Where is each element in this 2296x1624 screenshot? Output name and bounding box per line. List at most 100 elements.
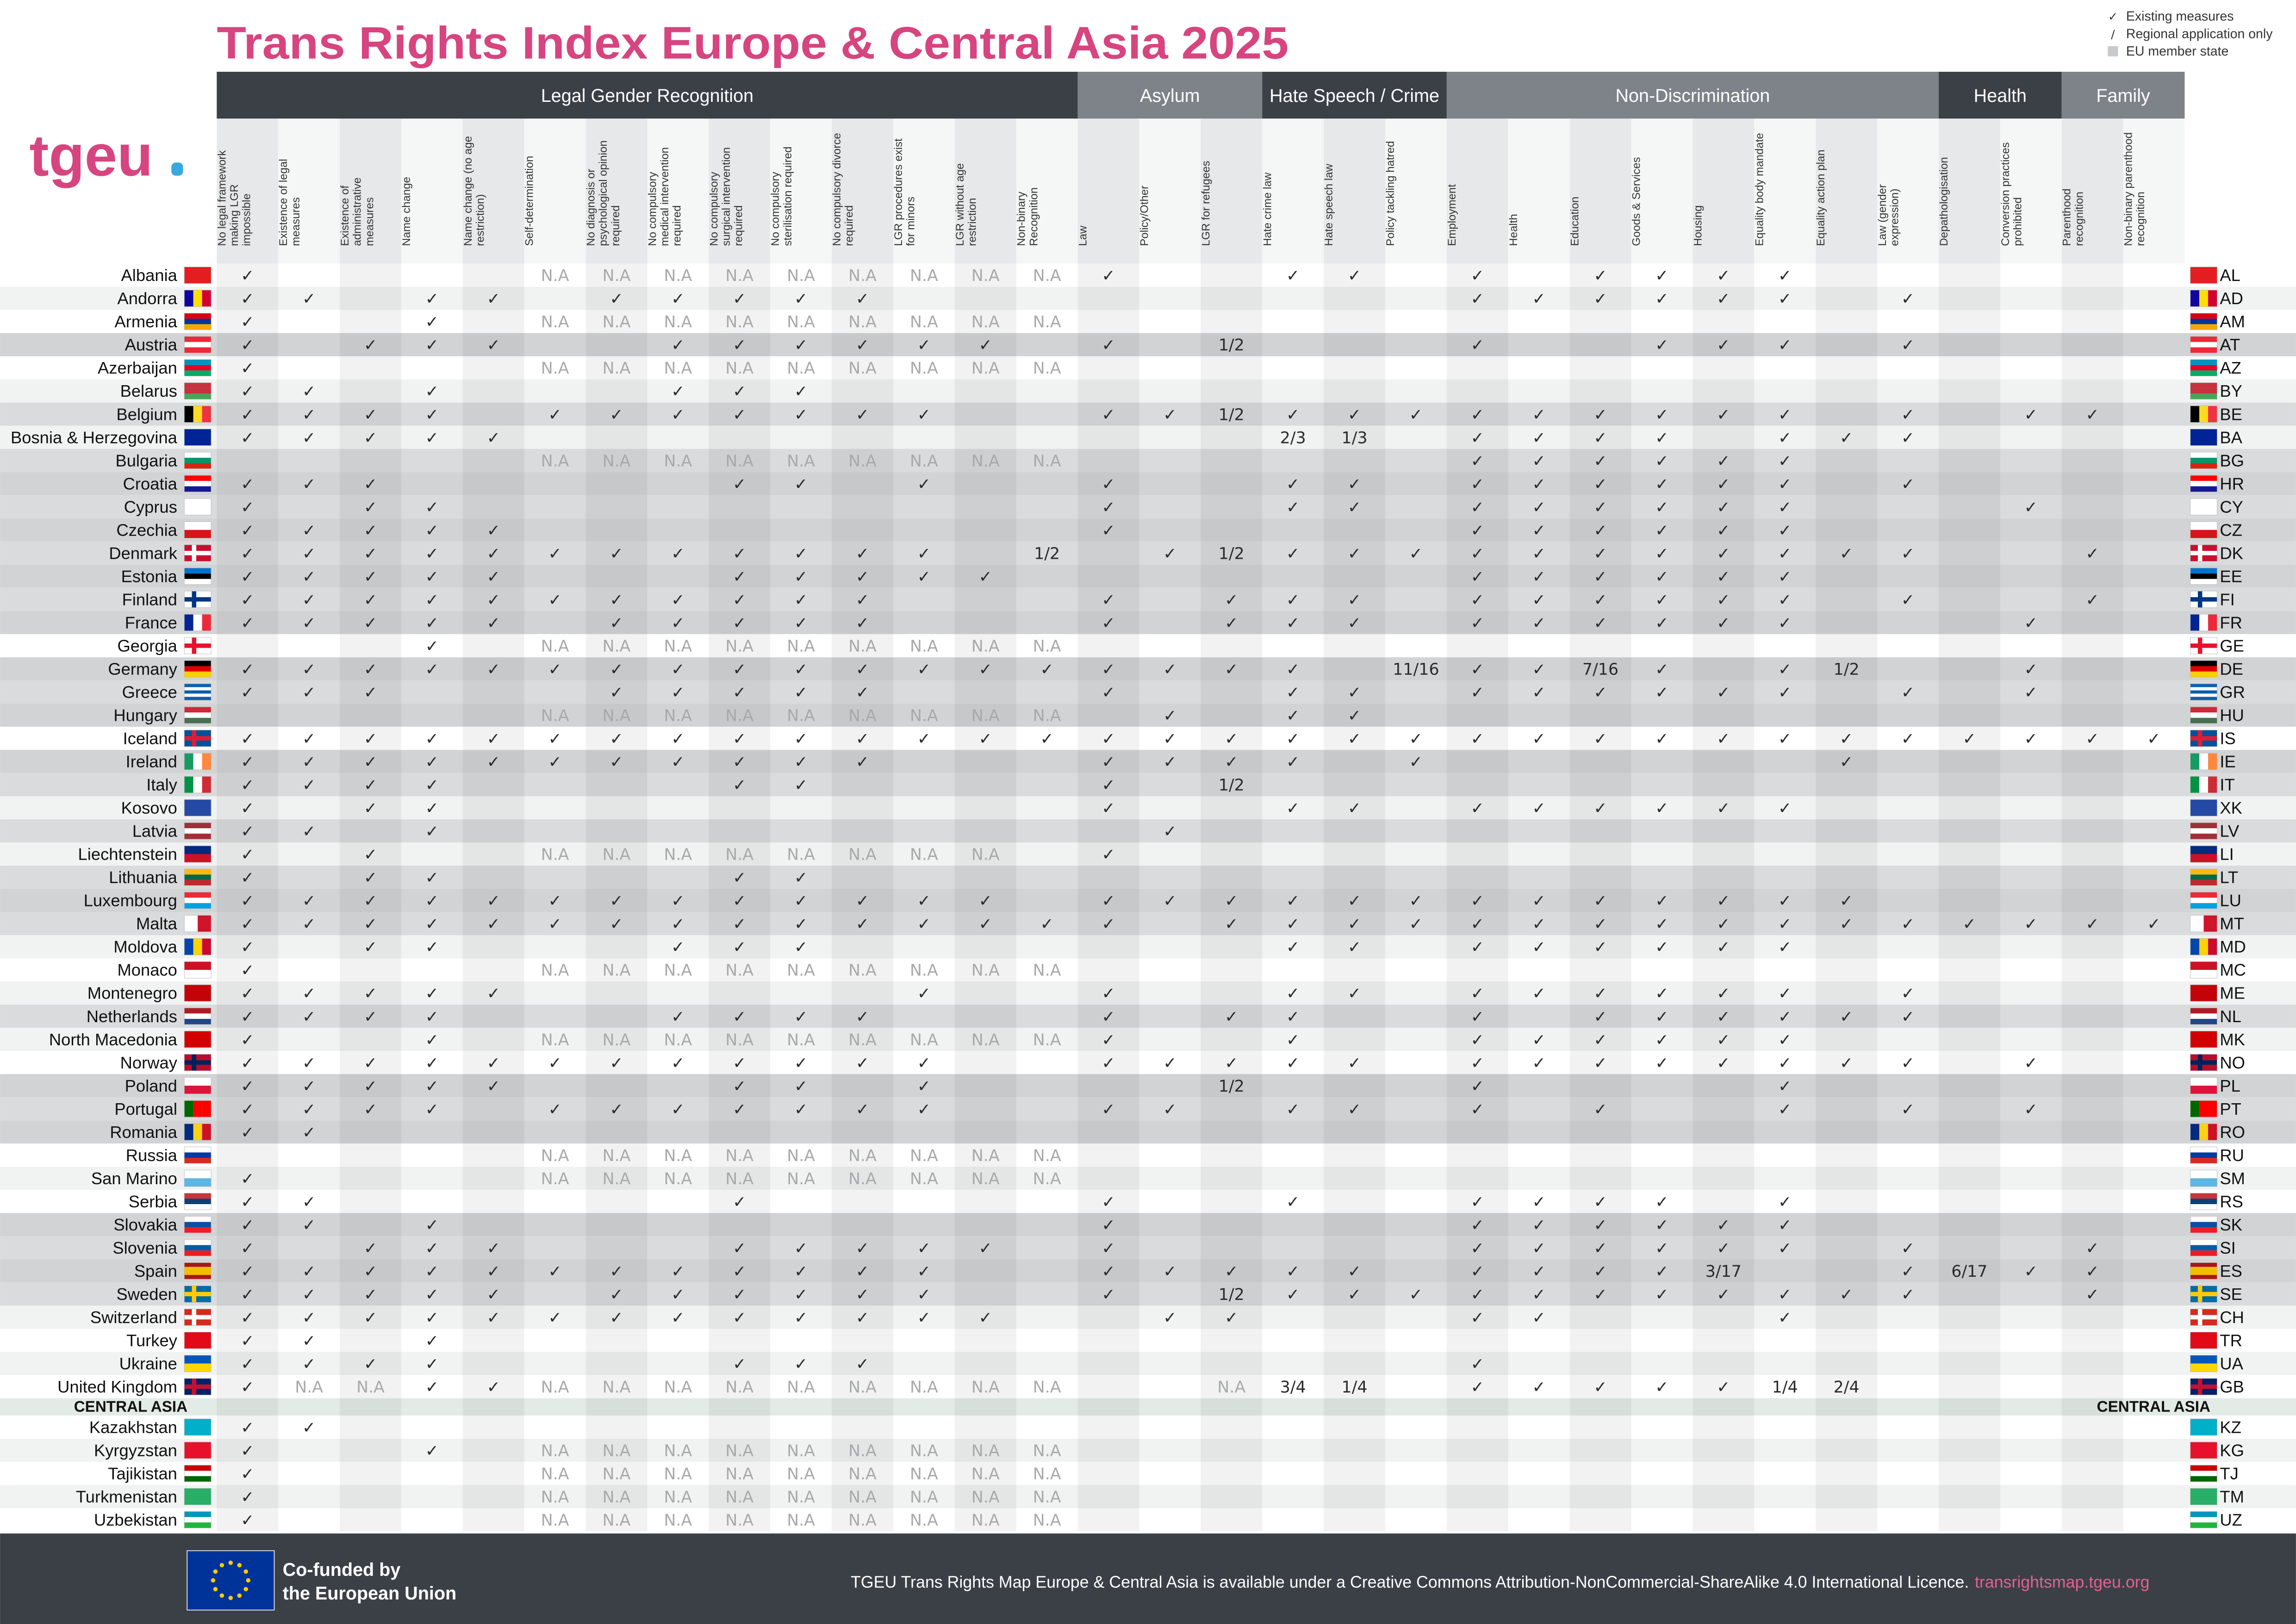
flag bbox=[184, 579, 211, 585]
cell-value: ✓ bbox=[302, 290, 316, 308]
country-code: XK bbox=[2220, 799, 2242, 818]
flag bbox=[184, 365, 211, 371]
flag bbox=[184, 1222, 211, 1228]
cell-value: 1/2 bbox=[1219, 1077, 1244, 1096]
cell-value: ✓ bbox=[610, 730, 623, 749]
cell-value: ✓ bbox=[1778, 1216, 1792, 1235]
cell-value: ✓ bbox=[1532, 475, 1546, 493]
cell-value: N.A bbox=[541, 1378, 569, 1397]
cell-value: ✓ bbox=[610, 1309, 623, 1327]
cell-value: ✓ bbox=[610, 614, 623, 632]
cell-value: ✓ bbox=[302, 753, 316, 772]
flag bbox=[2190, 712, 2217, 718]
cell-value: N.A bbox=[541, 962, 569, 980]
cell-value: ✓ bbox=[241, 382, 254, 401]
group-title: Hate Speech / Crime bbox=[1269, 86, 1439, 106]
flag bbox=[184, 1178, 211, 1187]
cell-value: N.A bbox=[1033, 962, 1061, 980]
column-label: Self-determination bbox=[524, 156, 536, 246]
column-header-background bbox=[217, 119, 279, 264]
row-background bbox=[0, 1415, 2296, 1439]
column-header-background bbox=[1201, 119, 1263, 264]
cell-value: ✓ bbox=[1778, 591, 1792, 609]
cell-value: ✓ bbox=[1532, 985, 1546, 1003]
cell-value: N.A bbox=[541, 637, 569, 656]
cell-value: ✓ bbox=[1348, 707, 1361, 725]
cell-value: ✓ bbox=[241, 869, 254, 887]
cell-value: N.A bbox=[848, 267, 877, 285]
cell-value: N.A bbox=[664, 1147, 692, 1165]
flag bbox=[2190, 1488, 2217, 1505]
cell-value: N.A bbox=[787, 1147, 815, 1165]
cell-value: ✓ bbox=[1286, 730, 1300, 749]
cell-value: ✓ bbox=[1655, 544, 1668, 563]
flag bbox=[2190, 800, 2217, 816]
cell-value: ✓ bbox=[241, 892, 254, 911]
row-background bbox=[0, 842, 2296, 866]
cell-value: ✓ bbox=[917, 1262, 931, 1281]
cell-value: ✓ bbox=[425, 521, 439, 540]
cell-value: ✓ bbox=[1778, 892, 1792, 911]
flag bbox=[2190, 1245, 2217, 1251]
flag bbox=[184, 1100, 193, 1117]
cell-value: ✓ bbox=[610, 1100, 623, 1119]
flag bbox=[2190, 290, 2200, 306]
column-header-background bbox=[1139, 119, 1201, 264]
row-background bbox=[0, 981, 2296, 1005]
cell-value: ✓ bbox=[425, 985, 439, 1003]
column-header: Goods & Services bbox=[1631, 157, 1643, 246]
cell-value: N.A bbox=[725, 267, 753, 285]
country-code: IS bbox=[2220, 729, 2235, 748]
cell-value: ✓ bbox=[1594, 267, 1607, 285]
flag bbox=[193, 1100, 202, 1117]
row-background bbox=[0, 889, 2296, 912]
flag bbox=[184, 597, 211, 602]
flag bbox=[184, 1332, 211, 1349]
cell-value: ✓ bbox=[302, 544, 316, 563]
cell-value: ✓ bbox=[302, 475, 316, 493]
group-header bbox=[1446, 72, 1939, 119]
cell-value: ✓ bbox=[2086, 1286, 2099, 1304]
cell-value: ✓ bbox=[241, 1262, 254, 1281]
cell-value: ✓ bbox=[610, 544, 623, 563]
flag bbox=[184, 1245, 211, 1251]
cell-value: ✓ bbox=[733, 290, 746, 308]
flag bbox=[184, 1267, 211, 1271]
cell-value: ✓ bbox=[1225, 614, 1238, 632]
cell-value: ✓ bbox=[487, 1309, 500, 1327]
flag bbox=[2190, 1363, 2217, 1372]
flag bbox=[184, 1227, 211, 1233]
flag bbox=[184, 892, 211, 898]
logo-dot bbox=[171, 162, 183, 176]
column-label: Equality action plan bbox=[1816, 150, 1828, 246]
flag bbox=[2190, 690, 2217, 694]
cell-value: ✓ bbox=[425, 823, 439, 841]
cell-value: ✓ bbox=[487, 1239, 500, 1258]
cell-value: 7/16 bbox=[1582, 660, 1618, 679]
cell-value: ✓ bbox=[1594, 429, 1607, 447]
flag bbox=[2190, 1178, 2217, 1187]
country-name: Germany bbox=[108, 659, 177, 678]
cell-value: ✓ bbox=[425, 800, 439, 818]
country-name: Norway bbox=[120, 1053, 178, 1072]
column-header: No compulsory medical intervention requi… bbox=[647, 147, 684, 246]
cell-value: ✓ bbox=[1901, 915, 1915, 934]
cell-value: ✓ bbox=[1225, 915, 1238, 934]
cell-value: ✓ bbox=[1594, 544, 1607, 563]
country-name: Montenegro bbox=[87, 984, 177, 1003]
column-header-background bbox=[1816, 119, 1878, 264]
cell-value: ✓ bbox=[733, 1193, 746, 1212]
flag bbox=[184, 486, 211, 492]
funding-text: the European Union bbox=[283, 1583, 457, 1604]
legend-symbol: ✓ bbox=[2108, 10, 2118, 23]
row-background bbox=[0, 657, 2296, 681]
column-shade bbox=[2061, 263, 2123, 1531]
country-code: EE bbox=[2220, 567, 2242, 586]
cell-value: ✓ bbox=[794, 938, 808, 957]
cell-value: ✓ bbox=[733, 776, 746, 795]
column-header: Education bbox=[1570, 197, 1581, 246]
flag bbox=[2190, 892, 2217, 898]
cell-value: N.A bbox=[725, 359, 753, 378]
flag bbox=[2190, 452, 2217, 458]
flag bbox=[2190, 1170, 2217, 1179]
